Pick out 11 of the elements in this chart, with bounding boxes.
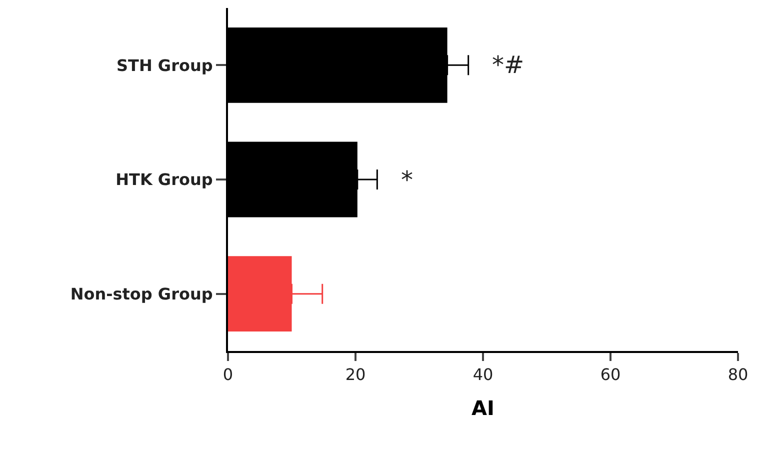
x-tick-label: 0 — [222, 365, 234, 384]
annotation: *# — [492, 51, 524, 79]
x-tick-label: 20 — [345, 365, 366, 384]
x-axis-title: AI — [472, 396, 494, 420]
x-tick-label: 60 — [600, 365, 621, 384]
y-tick-label: Non-stop Group — [70, 284, 213, 304]
x-tick-label: 40 — [472, 365, 494, 384]
y-tick-label: HTK Group — [116, 170, 213, 190]
annotation: * — [401, 166, 413, 194]
y-tick-label: STH Group — [116, 56, 213, 75]
x-tick-label: 80 — [728, 365, 748, 384]
